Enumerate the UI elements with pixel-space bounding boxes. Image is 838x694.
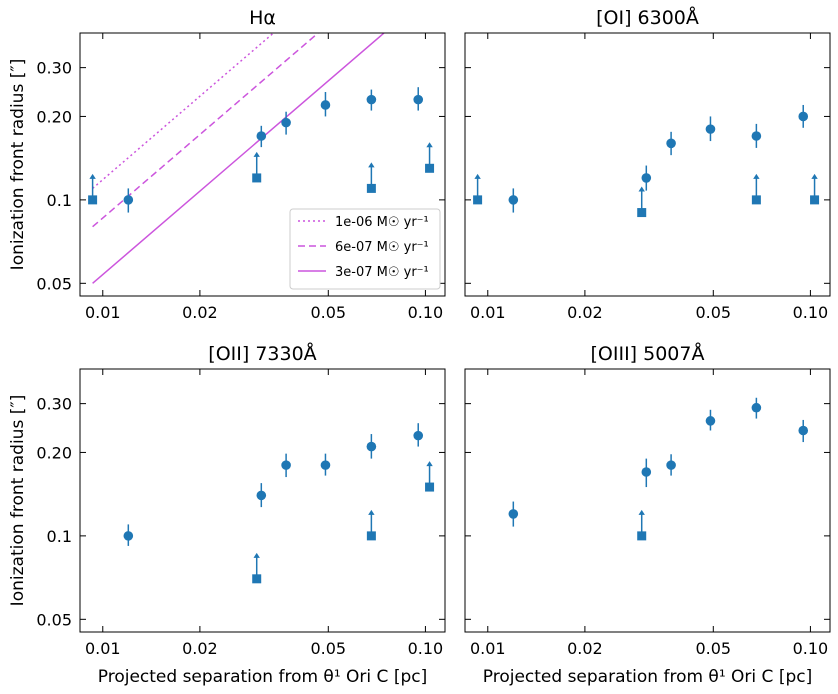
legend-box bbox=[289, 208, 441, 290]
limit-marker bbox=[366, 183, 376, 193]
x-tick-label: 0.01 bbox=[470, 639, 506, 658]
x-tick-label: 0.02 bbox=[567, 303, 603, 322]
x-tick-label: 0.01 bbox=[470, 303, 506, 322]
data-point bbox=[705, 124, 716, 134]
data-point bbox=[281, 460, 291, 470]
x-axis-label: Projected separation from θ¹ Ori C [pc] bbox=[483, 667, 812, 687]
data-point bbox=[320, 100, 331, 110]
x-tick-label: 0.05 bbox=[310, 303, 346, 322]
x-tick-label: 0.10 bbox=[793, 639, 829, 658]
limit-arrowhead bbox=[89, 173, 96, 179]
x-tick-label: 0.10 bbox=[408, 303, 444, 322]
model-line bbox=[92, 33, 275, 189]
limit-marker bbox=[252, 574, 262, 584]
limit-arrowhead bbox=[253, 151, 260, 157]
y-axis-label: Ionization front radius [″] bbox=[8, 59, 28, 271]
data-point bbox=[413, 430, 424, 441]
data-point bbox=[366, 441, 377, 452]
x-tick-label: 0.02 bbox=[182, 639, 218, 658]
y-tick-label: 0.20 bbox=[36, 443, 72, 462]
limit-arrowhead bbox=[368, 509, 375, 515]
y-tick-label: 0.1 bbox=[47, 527, 72, 546]
axes-frame bbox=[79, 32, 446, 297]
y-tick-label: 0.30 bbox=[36, 395, 72, 414]
panel-title: [OIII] 5007Å bbox=[591, 342, 705, 365]
data-point bbox=[508, 195, 519, 205]
x-tick-label: 0.10 bbox=[408, 639, 444, 658]
panel-2: [OI] 6300Å 0.01 0.02 0.05 0.10 bbox=[464, 6, 831, 322]
x-tick-label: 0.01 bbox=[85, 303, 121, 322]
data-point bbox=[666, 460, 676, 470]
data-point bbox=[641, 173, 652, 183]
data-point bbox=[413, 94, 424, 105]
limit-arrowhead bbox=[426, 142, 433, 148]
data-point bbox=[366, 94, 377, 105]
limit-arrowhead bbox=[638, 186, 645, 192]
panel-title: [OI] 6300Å bbox=[596, 6, 699, 29]
legend: 1e-06 M☉ yr⁻¹ 6e-07 M☉ yr⁻¹ 3e-07 M☉ yr⁻¹ bbox=[289, 208, 441, 290]
limit-marker bbox=[366, 531, 376, 541]
model-line bbox=[92, 33, 320, 228]
x-tick-label: 0.05 bbox=[695, 639, 731, 658]
data-point bbox=[320, 460, 331, 470]
panel-3: [OII] 7330Å 0.01 0.02 0.05 0.10 0.05 0.1 0.20 0.… bbox=[8, 342, 446, 687]
limit-marker bbox=[425, 163, 435, 173]
y-axis-label: Ionization front radius [″] bbox=[8, 395, 28, 607]
limit-marker bbox=[88, 195, 98, 205]
limit-arrowhead bbox=[811, 173, 818, 179]
data-point bbox=[256, 490, 267, 501]
data-point bbox=[751, 131, 762, 141]
x-tick-label: 0.02 bbox=[567, 639, 603, 658]
legend-label: 3e-07 M☉ yr⁻¹ bbox=[335, 265, 429, 280]
x-tick-label: 0.05 bbox=[695, 303, 731, 322]
data-point bbox=[508, 509, 519, 519]
axes-frame bbox=[79, 368, 446, 633]
legend-label: 6e-07 M☉ yr⁻¹ bbox=[335, 240, 429, 255]
y-tick-label: 0.30 bbox=[36, 59, 72, 78]
limit-marker bbox=[810, 195, 820, 205]
panel-4: [OIII] 5007Å 0.01 0.02 0.05 0.10 Projected se… bbox=[464, 342, 831, 687]
data-point bbox=[798, 425, 809, 436]
data-point bbox=[798, 111, 809, 122]
limit-arrowhead bbox=[638, 509, 645, 515]
x-axis-label: Projected separation from θ¹ Ori C [pc] bbox=[98, 667, 427, 687]
y-tick-label: 0.05 bbox=[36, 610, 72, 629]
panel-title: Hα bbox=[249, 7, 276, 29]
data-point bbox=[256, 131, 267, 141]
data-point bbox=[751, 402, 762, 413]
axes-frame bbox=[464, 368, 831, 633]
x-tick-label: 0.02 bbox=[182, 303, 218, 322]
limit-marker bbox=[473, 195, 483, 205]
data-point bbox=[281, 117, 291, 128]
panel-title: [OII] 7330Å bbox=[208, 342, 316, 365]
limit-arrowhead bbox=[753, 173, 760, 179]
limit-arrowhead bbox=[253, 552, 260, 558]
x-tick-label: 0.01 bbox=[85, 639, 121, 658]
x-tick-label: 0.05 bbox=[310, 639, 346, 658]
legend-label: 1e-06 M☉ yr⁻¹ bbox=[335, 215, 429, 230]
data-point bbox=[123, 195, 134, 205]
limit-marker bbox=[637, 208, 647, 218]
model-line bbox=[92, 33, 386, 284]
limit-marker bbox=[425, 482, 435, 492]
limit-marker bbox=[252, 173, 262, 183]
data-point bbox=[123, 531, 134, 541]
x-tick-label: 0.10 bbox=[793, 303, 829, 322]
y-tick-label: 0.20 bbox=[36, 107, 72, 126]
data-point bbox=[666, 138, 676, 149]
limit-arrowhead bbox=[426, 461, 433, 467]
y-tick-label: 0.1 bbox=[47, 191, 72, 210]
data-point bbox=[641, 467, 652, 477]
data-point bbox=[705, 416, 716, 426]
limit-arrowhead bbox=[368, 162, 375, 168]
y-tick-label: 0.05 bbox=[36, 274, 72, 293]
limit-arrowhead bbox=[474, 173, 481, 179]
limit-marker bbox=[751, 195, 761, 205]
panel-1: Hα 0.01 0.02 0.05 0.10 0.05 0.1 0.20 0.30 1e-06 M… bbox=[8, 7, 446, 322]
axes-frame bbox=[464, 32, 831, 297]
limit-marker bbox=[637, 531, 647, 541]
